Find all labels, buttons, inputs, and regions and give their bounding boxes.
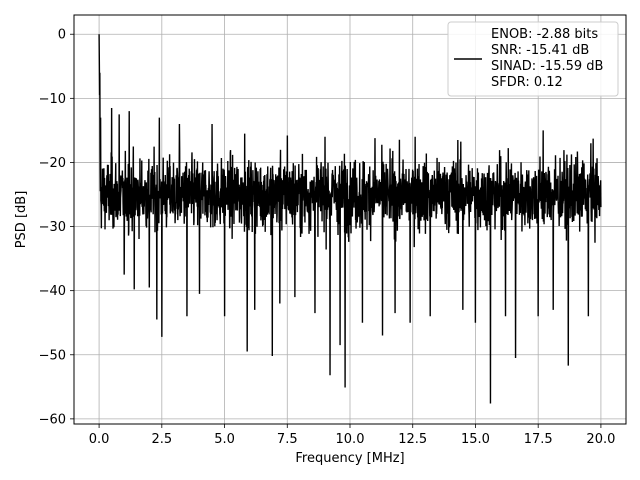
- y-tick-label: −60: [39, 412, 66, 427]
- legend-entry-snr: SNR: -15.41 dB: [491, 43, 589, 58]
- legend-entry-sinad: SINAD: -15.59 dB: [491, 59, 603, 74]
- legend: ENOB: -2.88 bits SNR: -15.41 dB SINAD: -…: [447, 21, 619, 97]
- x-tick-label: 5.0: [214, 432, 235, 447]
- y-tick-label: −20: [39, 156, 66, 171]
- x-tick-label: 12.5: [398, 432, 427, 447]
- y-tick-label: −30: [39, 220, 66, 235]
- y-tick-label: −40: [39, 284, 66, 299]
- psd-series-line: [98, 34, 602, 404]
- x-axis-label: Frequency [MHz]: [295, 451, 404, 466]
- x-tick-label: 0.0: [89, 432, 110, 447]
- legend-entry-sfdr: SFDR: 0.12: [491, 75, 563, 90]
- y-tick-label: −10: [39, 92, 66, 107]
- legend-box: [447, 21, 619, 97]
- x-tick-label: 2.5: [151, 432, 172, 447]
- y-tick-label: −50: [39, 348, 66, 363]
- x-tick-label: 7.5: [277, 432, 298, 447]
- y-axis-label: PSD [dB]: [14, 191, 29, 249]
- axis-ticks: 0.0 2.5 5.0 7.5 10.0 12.5 15.0 17.5 20.0 0 −10 −20 −…: [39, 28, 616, 447]
- x-tick-label: 15.0: [461, 432, 490, 447]
- y-tick-label: 0: [58, 28, 66, 43]
- x-tick-label: 20.0: [586, 432, 615, 447]
- legend-entry-enob: ENOB: -2.88 bits: [491, 27, 598, 42]
- x-tick-label: 17.5: [524, 432, 553, 447]
- x-tick-label: 10.0: [336, 432, 365, 447]
